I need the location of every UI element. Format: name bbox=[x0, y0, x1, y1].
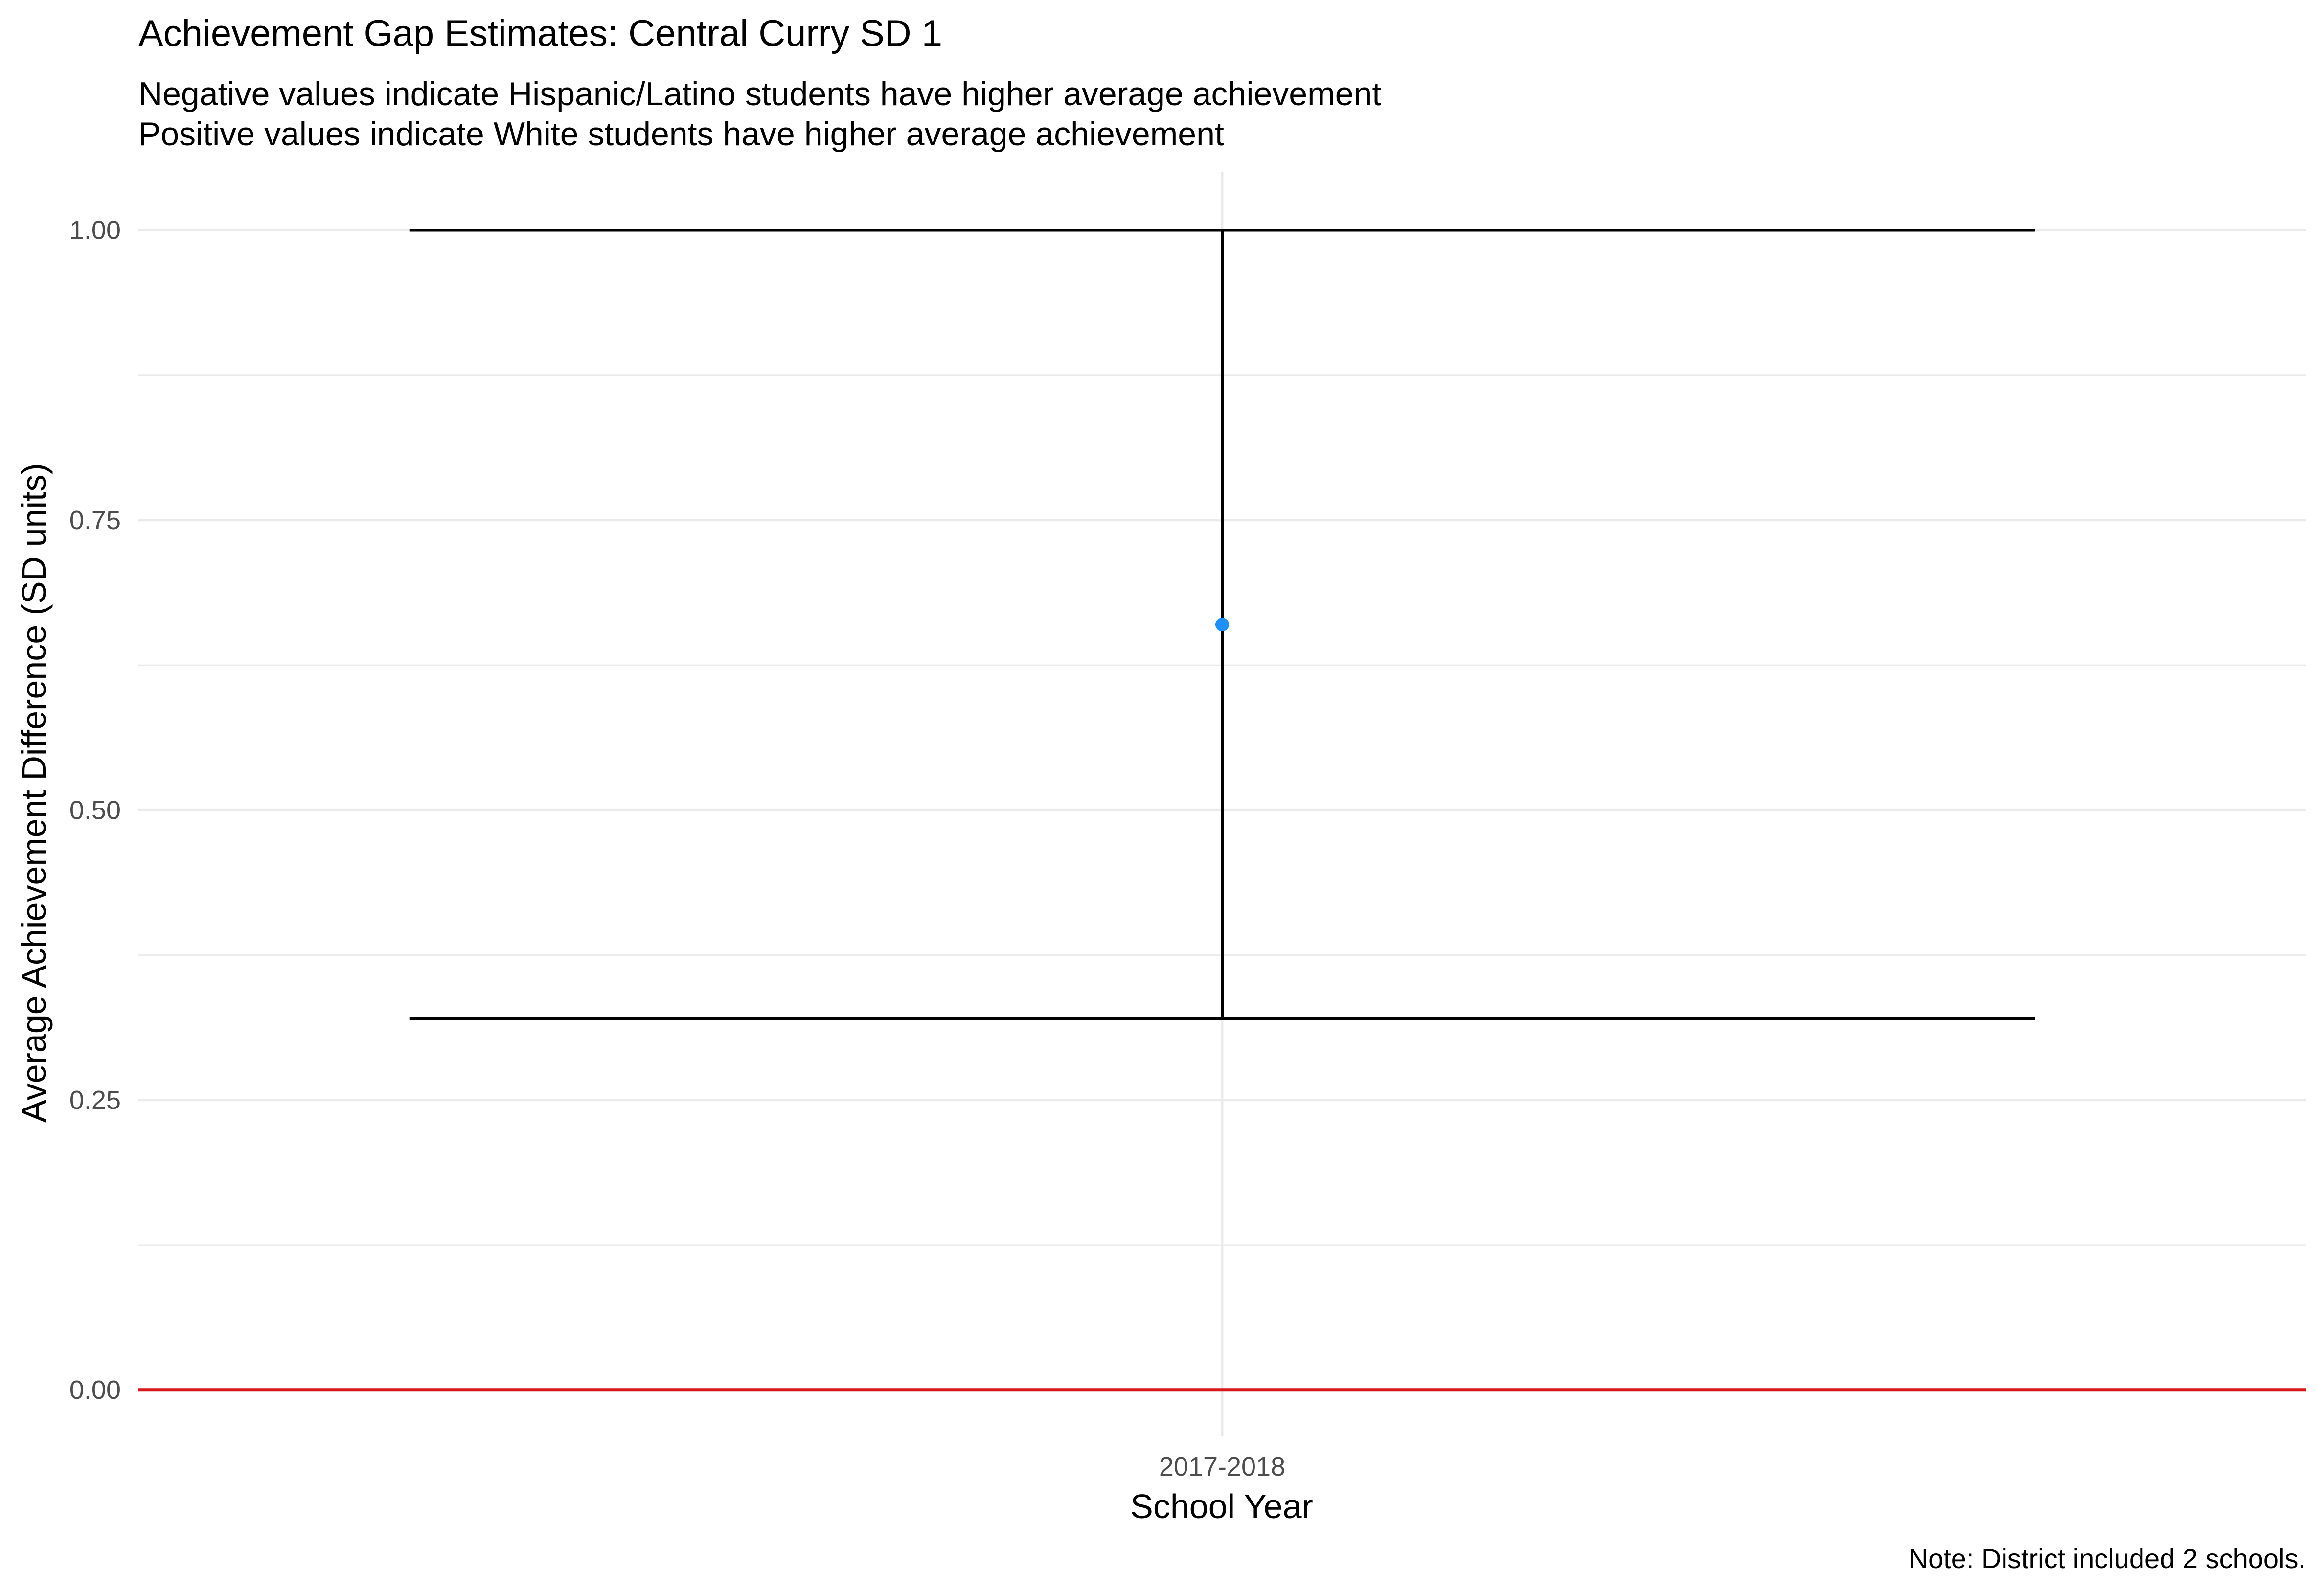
plot-marks bbox=[138, 229, 2306, 1392]
chart-caption: Note: District included 2 schools. bbox=[1909, 1543, 2306, 1574]
data-point bbox=[1215, 618, 1229, 632]
y-tick-label: 0.50 bbox=[69, 795, 121, 825]
axis-ticks: 0.00 0.25 0.50 0.75 1.00 2017-2018 bbox=[69, 215, 1285, 1481]
y-tick-label: 0.25 bbox=[69, 1085, 121, 1115]
y-tick-label: 1.00 bbox=[69, 215, 121, 245]
y-tick-label: 0.75 bbox=[69, 506, 121, 535]
chart-subtitle-line-1: Negative values indicate Hispanic/Latino… bbox=[138, 75, 1381, 113]
x-tick-label: 2017-2018 bbox=[1159, 1452, 1285, 1481]
x-axis-title: School Year bbox=[1130, 1487, 1313, 1525]
chart-subtitle-line-2: Positive values indicate White students … bbox=[138, 115, 1224, 153]
y-tick-label: 0.00 bbox=[69, 1375, 121, 1405]
y-axis-title: Average Achievement Difference (SD units… bbox=[15, 463, 53, 1123]
chart-title: Achievement Gap Estimates: Central Curry… bbox=[138, 13, 942, 54]
